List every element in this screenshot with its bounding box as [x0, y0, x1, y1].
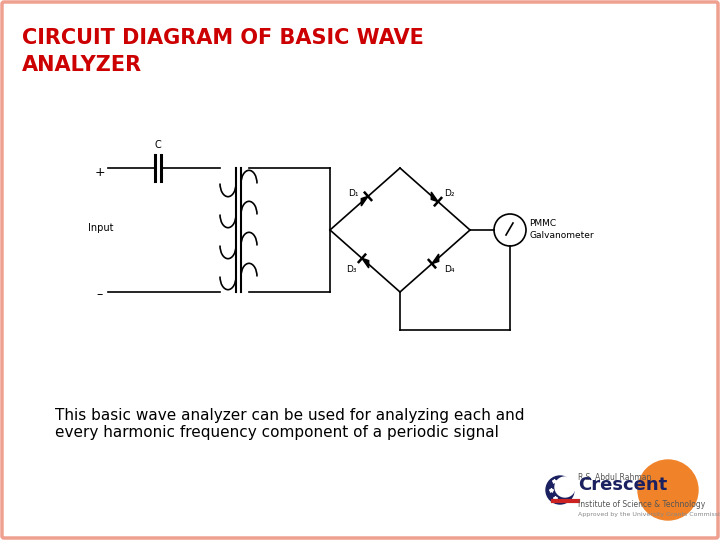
- Polygon shape: [432, 254, 438, 264]
- Text: Input: Input: [88, 223, 114, 233]
- Circle shape: [546, 476, 574, 504]
- Polygon shape: [431, 192, 438, 201]
- Text: This basic wave analyzer can be used for analyzing each and
every harmonic frequ: This basic wave analyzer can be used for…: [55, 408, 524, 441]
- Text: –: –: [97, 288, 103, 301]
- Text: CIRCUIT DIAGRAM OF BASIC WAVE: CIRCUIT DIAGRAM OF BASIC WAVE: [22, 28, 424, 48]
- Text: Institute of Science & Technology: Institute of Science & Technology: [578, 500, 706, 509]
- Text: Crescent: Crescent: [578, 476, 667, 494]
- Text: +: +: [95, 165, 105, 179]
- Text: Galvanometer: Galvanometer: [529, 231, 593, 240]
- Text: D₁: D₁: [348, 188, 359, 198]
- Text: Approved by the University Grants Commission, India: Approved by the University Grants Commis…: [578, 512, 720, 517]
- Text: D₃: D₃: [346, 265, 356, 273]
- Text: D₄: D₄: [444, 265, 454, 273]
- Circle shape: [638, 460, 698, 520]
- Text: D₂: D₂: [444, 188, 454, 198]
- Polygon shape: [362, 258, 369, 268]
- Text: PMMC: PMMC: [529, 219, 556, 227]
- Text: C: C: [155, 140, 161, 150]
- Polygon shape: [361, 197, 368, 206]
- Text: R.S. Abdul Rahman: R.S. Abdul Rahman: [578, 473, 652, 482]
- Text: ANALYZER: ANALYZER: [22, 55, 142, 75]
- Circle shape: [555, 477, 575, 497]
